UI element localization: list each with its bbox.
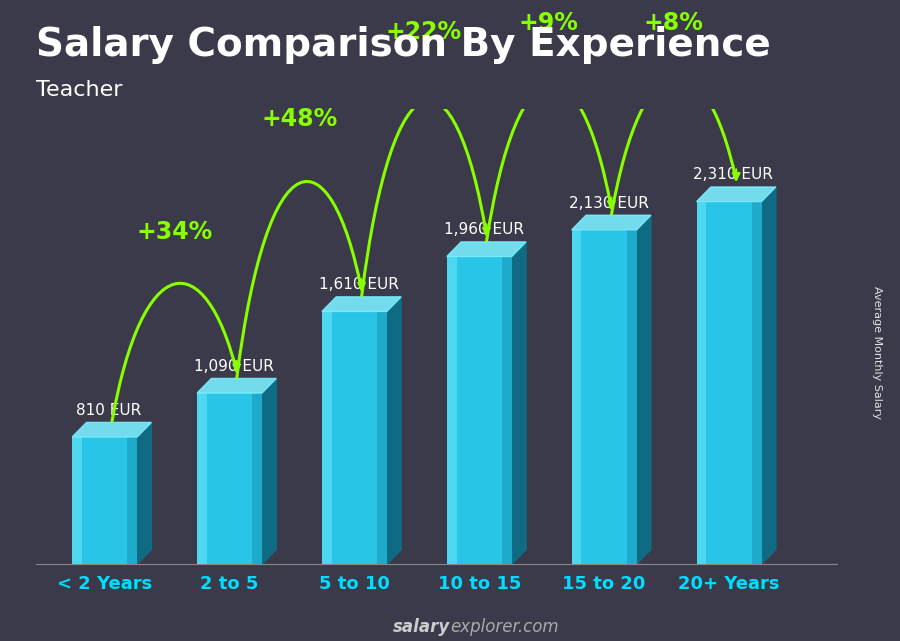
Bar <box>128 437 137 564</box>
Text: 1,610 EUR: 1,610 EUR <box>319 278 399 292</box>
Bar <box>377 312 387 564</box>
Polygon shape <box>512 242 526 564</box>
Polygon shape <box>697 187 776 201</box>
Text: explorer.com: explorer.com <box>450 618 559 636</box>
Polygon shape <box>322 297 401 312</box>
Text: 2,130 EUR: 2,130 EUR <box>569 196 648 211</box>
Polygon shape <box>761 187 776 564</box>
Bar <box>197 393 262 564</box>
Polygon shape <box>197 378 276 393</box>
Bar <box>572 230 581 564</box>
Text: 810 EUR: 810 EUR <box>76 403 141 418</box>
Bar <box>446 256 456 564</box>
Bar <box>697 201 761 564</box>
Bar <box>322 312 387 564</box>
Bar <box>197 393 207 564</box>
Polygon shape <box>72 422 151 437</box>
Bar <box>752 201 761 564</box>
Polygon shape <box>572 215 651 230</box>
Text: salary: salary <box>392 618 450 636</box>
Bar <box>627 230 636 564</box>
Text: +9%: +9% <box>519 12 579 35</box>
Text: 1,090 EUR: 1,090 EUR <box>194 359 274 374</box>
Polygon shape <box>137 422 151 564</box>
Text: Average Monthly Salary: Average Monthly Salary <box>872 286 883 419</box>
Text: Salary Comparison By Experience: Salary Comparison By Experience <box>36 26 770 63</box>
Bar <box>72 437 82 564</box>
Text: 2,310 EUR: 2,310 EUR <box>693 167 773 183</box>
Bar <box>252 393 262 564</box>
Polygon shape <box>262 378 276 564</box>
Text: +34%: +34% <box>136 221 212 244</box>
Polygon shape <box>636 215 651 564</box>
Text: Teacher: Teacher <box>36 80 122 100</box>
Polygon shape <box>446 242 526 256</box>
Polygon shape <box>387 297 401 564</box>
Text: +8%: +8% <box>644 10 704 35</box>
Bar <box>72 437 137 564</box>
Bar <box>502 256 512 564</box>
Text: +48%: +48% <box>261 107 338 131</box>
Bar <box>446 256 512 564</box>
Text: +22%: +22% <box>386 20 462 44</box>
Text: 1,960 EUR: 1,960 EUR <box>444 222 524 237</box>
Bar <box>322 312 332 564</box>
Bar <box>697 201 706 564</box>
Bar <box>572 230 636 564</box>
